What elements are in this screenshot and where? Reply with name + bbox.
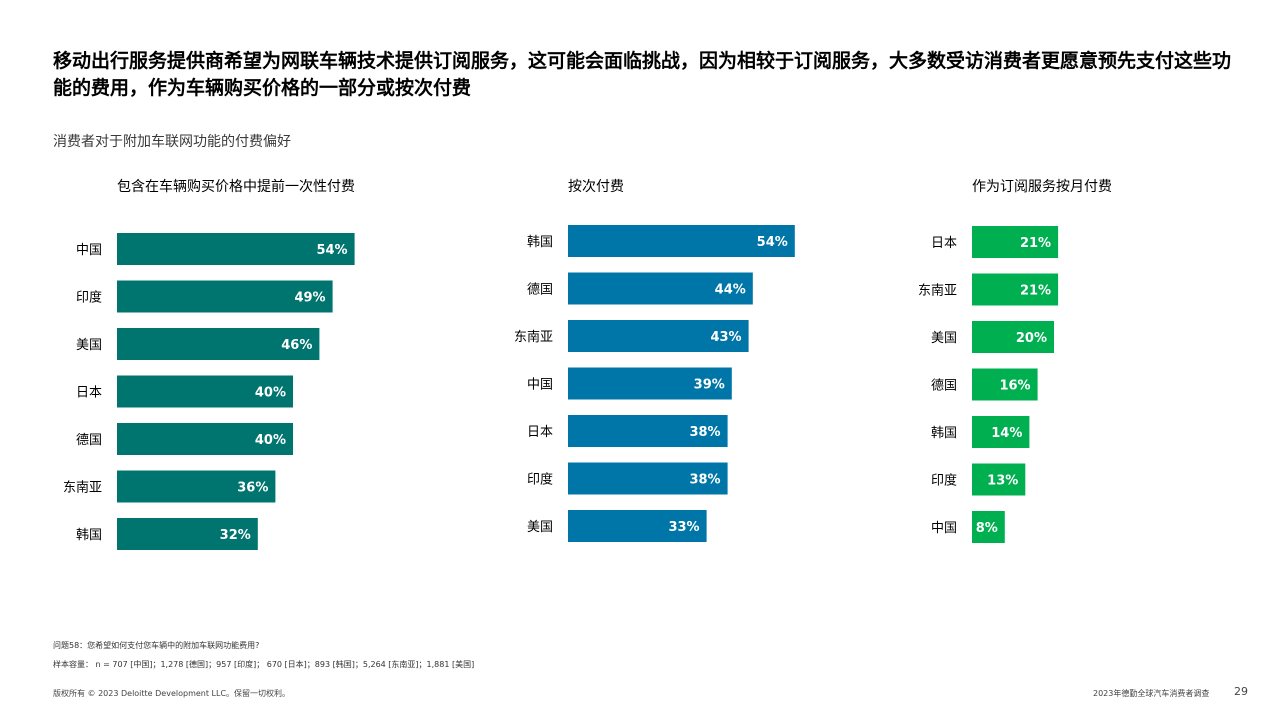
category-label: 德国 [527,283,553,298]
category-label: 中国 [76,243,102,258]
bar [972,416,1030,448]
category-label: 日本 [931,236,957,251]
value-label: 49% [294,291,325,306]
value-label: 40% [255,386,286,401]
bar [117,518,258,550]
category-label: 东南亚 [63,480,102,496]
bar [117,423,293,455]
category-label: 韩国 [76,528,102,543]
value-label: 13% [987,474,1018,489]
bar [972,463,1026,496]
value-label: 32% [220,528,251,543]
bar [117,375,293,408]
copyright-notice: 版权所有 © 2023 Deloitte Development LLC。保留一… [53,689,291,698]
value-label: 40% [255,433,286,448]
panel-title-upfront: 包含在车辆购买价格中提前一次性付费 [117,179,355,195]
bar [568,225,795,257]
bar [972,321,1054,353]
chart-panel-per-use: 按次付费 韩国 54% 德国 44% 东南亚 43% 中国 39% 日本 38% 印度 38% 美国 33… [430,176,850,566]
bar [117,280,333,313]
value-label: 43% [710,330,741,345]
bar [568,510,707,542]
value-label: 44% [715,283,746,298]
chart-subtitle: 消费者对于附加车联网功能的付费偏好 [53,134,291,150]
category-label: 美国 [527,520,553,535]
value-label: 14% [991,426,1022,441]
bar [972,368,1038,401]
value-label: 21% [1020,284,1051,299]
report-name: 2023年德勤全球汽车消费者调查 [1093,689,1210,698]
category-label: 东南亚 [514,329,553,345]
value-label: 36% [237,481,268,496]
category-label: 中国 [527,378,553,393]
bar-chart-per-use: 韩国 54% 德国 44% 东南亚 43% 中国 39% 日本 38% 印度 38% 美国 33% [514,225,795,542]
value-label: 8% [976,521,998,536]
category-label: 韩国 [527,235,553,250]
value-label: 33% [668,520,699,535]
panel-title-subscription: 作为订阅服务按月付费 [972,179,1112,195]
value-label: 20% [1016,331,1047,346]
category-label: 中国 [931,521,957,536]
page-number: 29 [1234,685,1248,698]
category-label: 韩国 [931,426,957,441]
category-label: 日本 [76,386,102,401]
value-label: 38% [689,473,720,488]
value-label: 38% [689,425,720,440]
value-label: 46% [281,338,312,353]
category-label: 德国 [931,379,957,394]
bar [568,415,728,447]
chart-panel-upfront: 包含在车辆购买价格中提前一次性付费 中国 54% 印度 49% 美国 46% 日本 40% 德国… [0,176,420,566]
bar [568,320,749,352]
category-label: 美国 [76,338,102,353]
value-label: 21% [1020,236,1051,251]
category-label: 印度 [527,472,553,488]
bar [117,328,320,360]
bar [568,367,732,400]
chart-panel-subscription: 作为订阅服务按月付费 日本 21% 东南亚 21% 美国 20% 德国 16% 韩国 14% 印度 1… [840,176,1260,566]
category-label: 美国 [931,331,957,346]
bar-chart-subscription: 日本 21% 东南亚 21% 美国 20% 德国 16% 韩国 14% 印度 13% 中国 8% [918,226,1059,543]
bar-chart-upfront: 中国 54% 印度 49% 美国 46% 日本 40% 德国 40% 东南亚 36% 韩国 32% [63,233,355,550]
panel-title-per-use: 按次付费 [568,179,624,195]
bar [117,470,276,503]
value-label: 54% [757,235,788,250]
bar [972,511,1005,543]
bar [972,226,1059,258]
footnote-question: 问题58：您希望如何支付您车辆中的附加车联网功能费用? [53,641,260,650]
bar [568,462,728,495]
category-label: 德国 [76,433,102,448]
footnote-sample-size: 样本容量： n = 707 [中国]；1,278 [德国]；957 [印度]； … [53,660,475,669]
category-label: 印度 [931,473,957,489]
page-title: 移动出行服务提供商希望为网联车辆技术提供订阅服务，这可能会面临挑战，因为相较于订… [53,50,1232,99]
bar [568,272,753,305]
value-label: 54% [316,243,347,258]
bar [117,233,355,265]
category-label: 印度 [76,290,102,306]
value-label: 16% [999,379,1030,394]
category-label: 日本 [527,425,553,440]
value-label: 39% [694,378,725,393]
bar [972,273,1059,306]
category-label: 东南亚 [918,283,957,299]
